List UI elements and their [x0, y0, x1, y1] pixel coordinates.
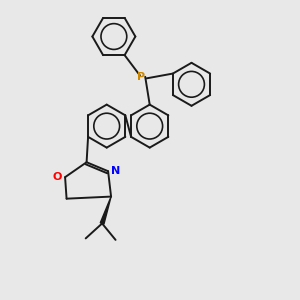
- Polygon shape: [100, 196, 111, 224]
- Text: O: O: [52, 172, 62, 182]
- Text: N: N: [111, 166, 120, 176]
- Text: P: P: [137, 72, 145, 82]
